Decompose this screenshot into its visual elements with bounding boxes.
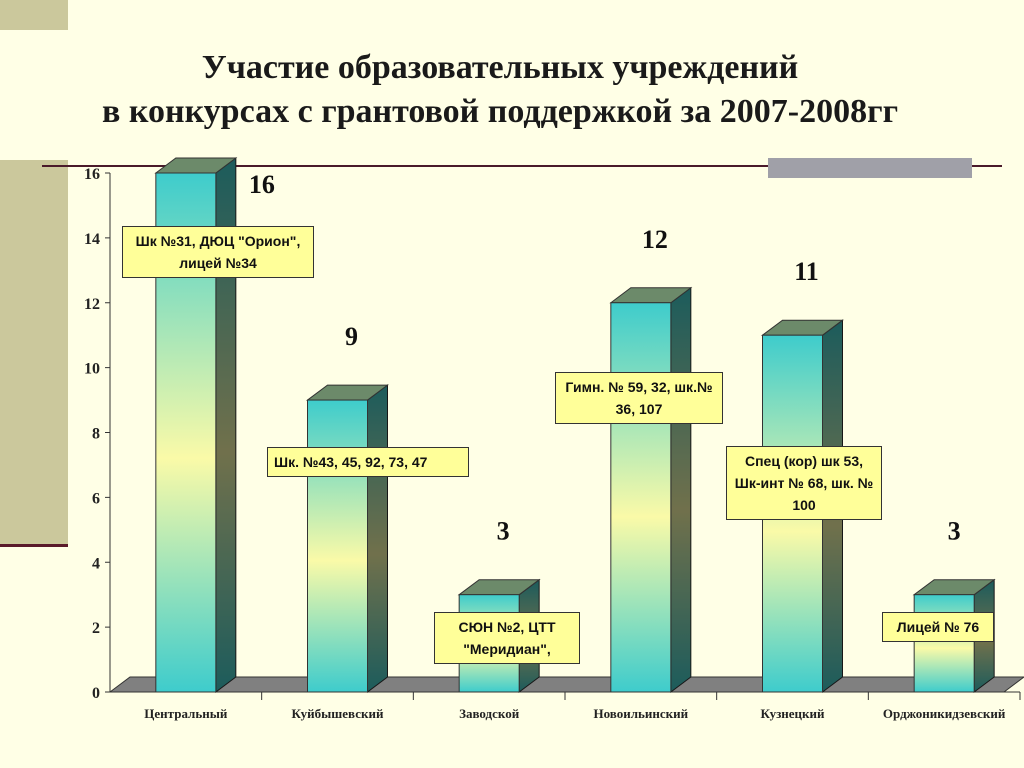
decor-block-top <box>0 0 68 30</box>
x-tick-label: Куйбышевский <box>292 706 384 721</box>
y-tick-label: 10 <box>84 361 100 378</box>
annotation-box: СЮН №2, ЦТТ "Меридиан", <box>434 612 580 664</box>
decor-gray-bar <box>768 158 972 178</box>
bar <box>610 302 672 693</box>
data-label: 3 <box>497 517 510 546</box>
data-label: 3 <box>948 517 961 546</box>
annotation-box: Шк. №43, 45, 92, 73, 47 <box>267 447 469 477</box>
data-label: 9 <box>345 322 358 351</box>
annotation-box: Лицей № 76 <box>882 612 994 642</box>
x-tick-label: Новоильинский <box>594 706 689 721</box>
bar-side <box>367 384 388 693</box>
decor-line-left <box>0 544 68 547</box>
bar <box>913 594 975 693</box>
data-label: 16 <box>249 170 275 199</box>
decor-block-left <box>0 160 68 545</box>
y-tick-label: 4 <box>92 555 100 572</box>
y-tick-label: 6 <box>92 490 100 507</box>
y-tick-label: 16 <box>84 166 100 183</box>
bar-side <box>670 286 692 693</box>
title-line-2: в конкурсах с грантовой поддержкой за 20… <box>101 93 899 130</box>
floor <box>108 676 1024 693</box>
y-tick-label: 0 <box>92 685 100 702</box>
y-tick-label: 8 <box>92 426 100 443</box>
y-tick-label: 12 <box>84 296 100 313</box>
annotation-box: Шк №31, ДЮЦ "Орион", лицей №34 <box>122 226 314 278</box>
annotation-box: Гимн. № 59, 32, шк.№ 36, 107 <box>555 372 723 424</box>
bar <box>307 399 368 693</box>
x-tick-label: Орджоникидзевский <box>883 706 1006 721</box>
x-tick-label: Кузнецкий <box>760 706 825 721</box>
annotation-box: Спец (кор) шк 53, Шк-инт № 68, шк. № 100 <box>726 446 882 520</box>
x-tick-label: Заводской <box>459 706 520 721</box>
title-line-1: Участие образовательных учреждений <box>201 49 799 86</box>
data-label: 11 <box>794 257 819 286</box>
y-tick-label: 2 <box>92 620 100 637</box>
data-label: 12 <box>642 225 668 254</box>
chart-title: Участие образовательных учреждений в кон… <box>0 46 1000 134</box>
y-tick-label: 14 <box>84 231 100 248</box>
decor-line-top <box>42 165 1002 167</box>
x-tick-label: Центральный <box>144 706 228 721</box>
